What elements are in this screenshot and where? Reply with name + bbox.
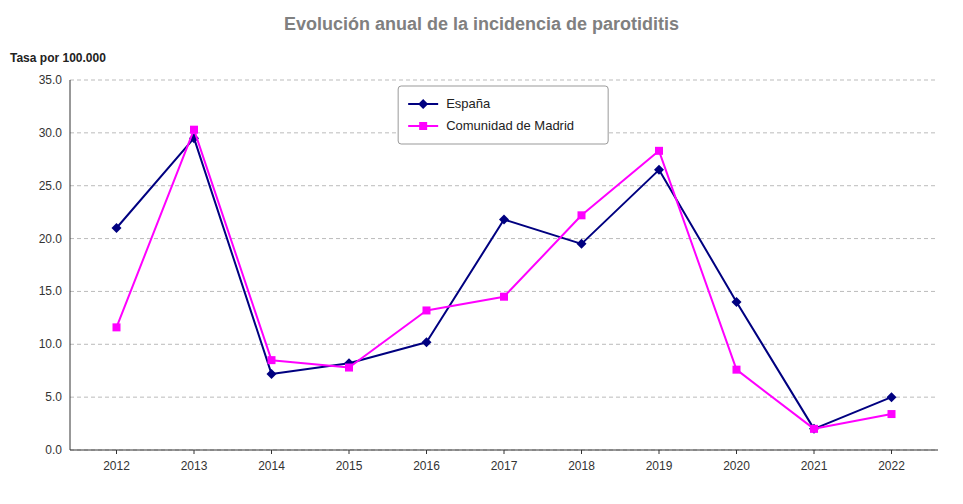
grid-line bbox=[70, 185, 938, 186]
grid-line bbox=[70, 397, 938, 398]
line bbox=[117, 130, 892, 429]
x-tick bbox=[271, 450, 272, 454]
x-tick bbox=[659, 450, 660, 454]
point bbox=[267, 369, 277, 379]
point bbox=[888, 410, 896, 418]
y-tick-label: 35.0 bbox=[39, 73, 63, 87]
x-tick-label: 2015 bbox=[336, 459, 363, 473]
series bbox=[113, 126, 896, 433]
x-tick-label: 2016 bbox=[413, 459, 440, 473]
point bbox=[190, 126, 198, 134]
x-axis-line bbox=[70, 450, 938, 451]
point bbox=[113, 323, 121, 331]
x-tick bbox=[736, 450, 737, 454]
point bbox=[112, 223, 122, 233]
x-tick bbox=[194, 450, 195, 454]
point bbox=[733, 366, 741, 374]
legend: España Comunidad de Madrid bbox=[398, 86, 608, 144]
grid-line bbox=[70, 80, 938, 81]
grid-line bbox=[70, 344, 938, 345]
x-tick bbox=[891, 450, 892, 454]
point bbox=[887, 392, 897, 402]
x-tick bbox=[814, 450, 815, 454]
y-tick-label: 10.0 bbox=[39, 337, 63, 351]
y-tick-label: 5.0 bbox=[45, 390, 62, 404]
point bbox=[810, 425, 818, 433]
point bbox=[500, 293, 508, 301]
x-tick bbox=[349, 450, 350, 454]
legend-marker bbox=[418, 99, 428, 109]
point bbox=[268, 356, 276, 364]
legend-label: Comunidad de Madrid bbox=[446, 118, 574, 133]
y-tick-label: 20.0 bbox=[39, 232, 63, 246]
x-tick-label: 2020 bbox=[723, 459, 750, 473]
x-tick-label: 2014 bbox=[258, 459, 285, 473]
x-tick bbox=[426, 450, 427, 454]
y-axis-line bbox=[70, 80, 71, 450]
x-tick-label: 2017 bbox=[491, 459, 518, 473]
plot-area bbox=[112, 126, 897, 434]
point bbox=[578, 211, 586, 219]
point bbox=[422, 337, 432, 347]
legend-box bbox=[398, 86, 608, 144]
x-tick-label: 2013 bbox=[181, 459, 208, 473]
point bbox=[655, 147, 663, 155]
point bbox=[423, 306, 431, 314]
point bbox=[654, 165, 664, 175]
x-tick bbox=[581, 450, 582, 454]
y-tick-label: 30.0 bbox=[39, 126, 63, 140]
point bbox=[732, 297, 742, 307]
x-tick bbox=[116, 450, 117, 454]
chart: Evolución anual de la incidencia de paro… bbox=[0, 0, 963, 504]
x-tick bbox=[504, 450, 505, 454]
legend-label: España bbox=[446, 96, 491, 111]
point bbox=[345, 364, 353, 372]
point bbox=[577, 239, 587, 249]
line bbox=[117, 138, 892, 429]
series bbox=[112, 133, 897, 434]
x-tick-label: 2021 bbox=[801, 459, 828, 473]
point bbox=[809, 424, 819, 434]
title: Evolución anual de la incidencia de paro… bbox=[284, 14, 679, 34]
y-tick-label: 25.0 bbox=[39, 179, 63, 193]
point bbox=[499, 215, 509, 225]
grid bbox=[70, 80, 938, 450]
x-tick-label: 2012 bbox=[103, 459, 130, 473]
x-tick-label: 2022 bbox=[878, 459, 905, 473]
x-tick-label: 2019 bbox=[646, 459, 673, 473]
grid-line bbox=[70, 238, 938, 239]
x-tick-label: 2018 bbox=[568, 459, 595, 473]
grid-line bbox=[70, 450, 938, 451]
y-tick-label: 15.0 bbox=[39, 284, 63, 298]
legend-marker bbox=[419, 122, 427, 130]
grid-line bbox=[70, 291, 938, 292]
y-axis-label: Tasa por 100.000 bbox=[10, 51, 106, 65]
y-tick-label: 0.0 bbox=[45, 443, 62, 457]
